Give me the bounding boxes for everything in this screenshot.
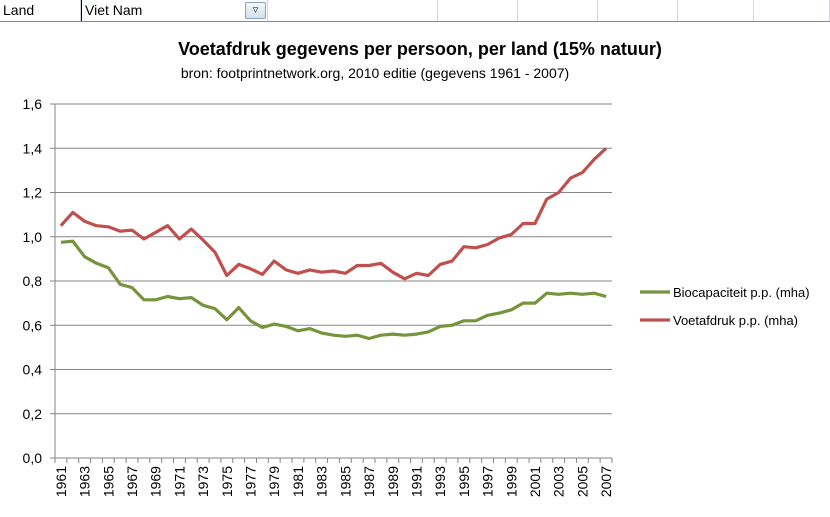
x-tick-label: 1973 bbox=[195, 466, 211, 497]
y-tick-label: 1,0 bbox=[23, 229, 43, 245]
chart-subtitle: bron: footprintnetwork.org, 2010 editie … bbox=[181, 65, 569, 81]
x-tick-label: 2003 bbox=[551, 466, 567, 497]
x-tick-label: 1969 bbox=[148, 466, 164, 497]
x-tick-label: 1965 bbox=[100, 466, 116, 497]
legend-label: Biocapaciteit p.p. (mha) bbox=[673, 285, 810, 300]
y-tick-label: 0,6 bbox=[23, 317, 43, 333]
empty-cell[interactable] bbox=[438, 0, 518, 21]
x-tick-label: 1971 bbox=[171, 466, 187, 497]
x-tick-label: 1967 bbox=[124, 466, 140, 497]
x-tick-label: 1999 bbox=[503, 466, 519, 497]
empty-cell[interactable] bbox=[518, 0, 598, 21]
land-label: Land bbox=[0, 0, 81, 21]
series-line-biocapaciteit bbox=[60, 239, 607, 341]
x-tick-label: 1989 bbox=[385, 466, 401, 497]
x-tick-label: 2007 bbox=[598, 466, 614, 497]
x-tick-label: 1977 bbox=[243, 466, 259, 497]
x-tick-label: 1979 bbox=[266, 466, 282, 497]
x-tick-label: 1991 bbox=[408, 466, 424, 497]
x-tick-label: 2001 bbox=[527, 466, 543, 497]
y-tick-label: 0,8 bbox=[23, 273, 43, 289]
y-tick-label: 0,4 bbox=[23, 362, 43, 378]
filter-row: Land Viet Nam ▿ bbox=[0, 0, 830, 22]
y-tick-label: 1,4 bbox=[23, 140, 43, 156]
x-tick-label: 1995 bbox=[456, 466, 472, 497]
series-line-voetafdruk bbox=[59, 147, 608, 281]
x-tick-label: 1961 bbox=[53, 466, 69, 497]
x-tick-label: 1993 bbox=[432, 466, 448, 497]
chart-title: Voetafdruk gegevens per persoon, per lan… bbox=[178, 39, 662, 59]
x-tick-label: 1985 bbox=[337, 466, 353, 497]
x-tick-label: 1987 bbox=[361, 466, 377, 497]
x-tick-label: 1983 bbox=[314, 466, 330, 497]
x-tick-label: 1975 bbox=[219, 466, 235, 497]
y-tick-label: 0,2 bbox=[23, 406, 43, 422]
empty-cell[interactable] bbox=[678, 0, 754, 21]
empty-cell[interactable] bbox=[598, 0, 678, 21]
y-tick-label: 1,2 bbox=[23, 185, 43, 201]
x-tick-label: 2005 bbox=[574, 466, 590, 497]
x-tick-label: 1981 bbox=[290, 466, 306, 497]
x-tick-label: 1997 bbox=[480, 466, 496, 497]
legend-label: Voetafdruk p.p. (mha) bbox=[673, 313, 798, 328]
y-tick-label: 0,0 bbox=[23, 450, 43, 466]
empty-cell[interactable] bbox=[268, 0, 438, 21]
x-tick-label: 1963 bbox=[77, 466, 93, 497]
country-filter-cell[interactable]: Viet Nam bbox=[81, 0, 268, 21]
y-tick-label: 1,6 bbox=[23, 96, 43, 112]
country-value: Viet Nam bbox=[85, 2, 143, 18]
filter-dropdown-icon[interactable]: ▿ bbox=[245, 2, 266, 19]
